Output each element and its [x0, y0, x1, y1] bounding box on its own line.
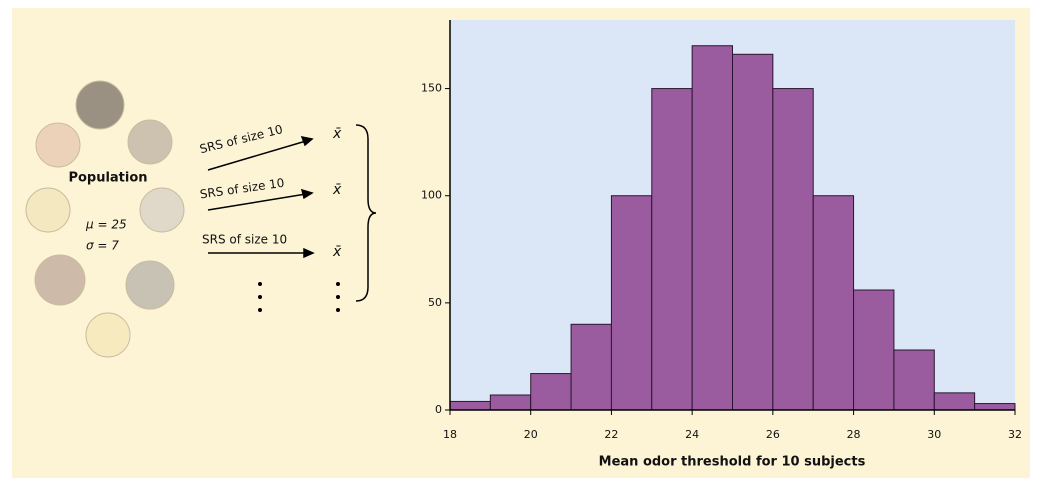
face [125, 260, 175, 310]
x-tick-label: 24 [685, 428, 699, 441]
x-tick-label: 18 [443, 428, 457, 441]
bar [651, 88, 693, 411]
face [35, 122, 81, 168]
bar [893, 349, 935, 411]
bar [449, 400, 491, 411]
face [25, 187, 71, 233]
face [127, 119, 173, 165]
bar [610, 195, 653, 411]
sample-label: SRS of size 10 [202, 233, 287, 247]
face [34, 254, 86, 306]
ellipsis [258, 282, 340, 312]
y-tick-label: 100 [421, 189, 442, 202]
x-axis-label: Mean odor threshold for 10 subjects [599, 455, 866, 470]
population-label: Population [68, 171, 147, 186]
arrows [207, 135, 315, 259]
sample-mean: x̄ [332, 182, 342, 198]
bar [570, 323, 612, 411]
y-tick-label: 50 [428, 296, 442, 309]
faces [25, 80, 185, 358]
bar [812, 195, 855, 411]
brace [355, 124, 377, 302]
sample-mean: x̄ [332, 126, 342, 142]
sample-mean: x̄ [332, 244, 342, 260]
sigma-label: σ = 7 [86, 239, 119, 253]
x-tick-label: 30 [927, 428, 941, 441]
bar [974, 403, 1016, 411]
bar [691, 45, 734, 411]
bar [530, 373, 572, 411]
x-tick-label: 26 [766, 428, 780, 441]
face [75, 80, 125, 130]
y-tick-label: 150 [421, 82, 442, 95]
face [139, 187, 185, 233]
y-tick-label: 0 [435, 403, 442, 416]
mu-label: μ = 25 [85, 218, 127, 232]
x-tick-label: 32 [1008, 428, 1022, 441]
bar [489, 394, 532, 411]
bar [732, 53, 774, 411]
bar [772, 88, 814, 411]
x-tick-label: 28 [847, 428, 861, 441]
bar [853, 289, 895, 411]
x-tick-label: 22 [604, 428, 618, 441]
bar [933, 392, 976, 411]
x-tick-label: 20 [524, 428, 538, 441]
face [85, 312, 131, 358]
